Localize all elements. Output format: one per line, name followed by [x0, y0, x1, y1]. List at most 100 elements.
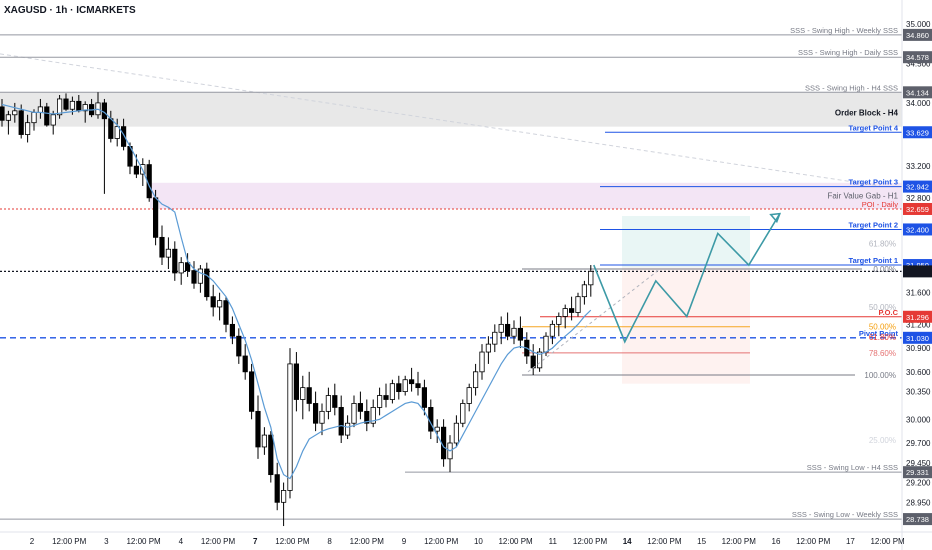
price-tag [903, 223, 932, 236]
level-label: Pivot Point [859, 329, 899, 338]
x-tick-label: 12:00 PM [796, 537, 831, 546]
level-label: SSS - Swing High - Weekly SSS [790, 26, 898, 35]
candle-body [18, 110, 24, 135]
candle-body [504, 323, 511, 337]
candle-body [338, 407, 344, 436]
candle-body [402, 379, 408, 392]
candle-body [268, 434, 274, 476]
candle-body [242, 355, 248, 373]
moving-average [1, 103, 592, 480]
candle-body [152, 197, 159, 238]
y-tick-label: 34.000 [906, 99, 931, 108]
price-tag [903, 310, 932, 323]
zone-label: Order Block - H4 [835, 108, 899, 117]
y-tick-label: 32.800 [906, 194, 931, 203]
candle-body [383, 395, 389, 400]
candle-body [178, 262, 184, 274]
candle-body [332, 395, 338, 408]
candle-body [460, 403, 466, 424]
profit-zone [622, 216, 750, 268]
candle-body [165, 248, 171, 258]
x-tick-label: 17 [846, 537, 855, 546]
y-tick-label: 29.450 [906, 459, 931, 468]
level-label: Target Point 4 [849, 123, 899, 132]
x-tick-label: 8 [327, 537, 332, 546]
x-tick-label: 12:00 PM [424, 537, 459, 546]
candle-body [223, 300, 229, 325]
x-tick-label: 12:00 PM [275, 537, 310, 546]
candle-body [300, 387, 306, 400]
candle-body [575, 296, 581, 313]
levels: SSS - Swing High - Weekly SSS SSS - Swing… [0, 26, 902, 520]
price-tag [903, 28, 932, 41]
trend-line [0, 53, 881, 187]
y-tick-label: 29.700 [906, 439, 931, 448]
candle-body [344, 422, 351, 436]
y-tick-label: 31.200 [906, 320, 931, 329]
candle-body [293, 363, 300, 400]
candle-body [184, 262, 191, 271]
fib-label: 61.80% [869, 333, 896, 342]
candle-body [472, 371, 479, 389]
price-axis: 35.000 34.500 34.000 33.200 32.800 31.600 31.2… [901, 0, 932, 550]
price-tag-label: 34.578 [906, 53, 929, 62]
y-tick-label: 33.200 [906, 162, 931, 171]
candle-body [82, 104, 88, 112]
zone-rect [150, 182, 902, 209]
candle-body [133, 165, 139, 175]
candle-body [0, 106, 5, 121]
level-label: POI - Daily [862, 200, 899, 209]
x-tick-label: 11 [549, 537, 558, 546]
y-tick-label: 35.000 [906, 20, 931, 29]
price-tag [903, 466, 932, 479]
candle-body [108, 118, 114, 139]
price-tag [903, 86, 932, 99]
candle-body [434, 426, 440, 432]
projection-line [593, 213, 781, 344]
candle-body [319, 410, 325, 424]
candle-body [485, 343, 492, 353]
candle-body [479, 351, 485, 373]
candle-body [389, 383, 396, 400]
fibonacci: 0.00%61.80%50.00%50.00%61.80%78.60%100.0… [522, 240, 896, 445]
y-tick-label: 30.350 [906, 388, 931, 397]
candle-body [396, 383, 402, 392]
y-tick-label: 28.950 [906, 498, 931, 507]
level-label: Target Point 1 [849, 256, 898, 265]
level-label: SSS - Swing Low - Weekly SSS [792, 510, 898, 519]
price-tag-label: 34.134 [906, 88, 929, 97]
level-label: SSS - Swing Low - H4 SSS [807, 463, 898, 472]
projection-guide [527, 268, 661, 373]
x-tick-label: 12:00 PM [498, 537, 533, 546]
candle-body [159, 236, 165, 258]
price-tag-label: 33.629 [906, 128, 929, 137]
fib-label: 50.00% [869, 323, 896, 332]
y-tick-label: 29.200 [906, 479, 931, 488]
x-tick-label: 12:00 PM [573, 537, 608, 546]
level-label: Target Point 3 [849, 178, 898, 187]
y-tick-label: 34.500 [906, 59, 931, 68]
candle-body [24, 122, 31, 135]
candle-body [453, 422, 460, 444]
x-tick-label: 4 [179, 537, 184, 546]
price-tag-label: 32.659 [906, 205, 929, 214]
x-tick-label: 16 [772, 537, 781, 546]
fib-label: 25.00% [869, 436, 896, 445]
candle-body [229, 323, 235, 337]
candle-body [517, 327, 524, 341]
candle-body [325, 395, 332, 412]
candle-body [312, 403, 319, 424]
candle-body [556, 316, 562, 325]
x-tick-label: 12:00 PM [722, 537, 757, 546]
level-label: P.O.C [879, 308, 899, 317]
candle-body [261, 434, 268, 448]
candle-body [415, 383, 421, 389]
price-tag-label: 28.738 [906, 515, 929, 524]
candle-body [357, 403, 364, 412]
price-tag-label: 29.331 [906, 468, 929, 477]
zones: Order Block - H4 Fair Value Gab - H1 [0, 92, 902, 384]
candle-body [287, 363, 293, 491]
price-tag-label: 32.942 [906, 183, 929, 192]
price-tag-label: 31.296 [906, 313, 929, 322]
